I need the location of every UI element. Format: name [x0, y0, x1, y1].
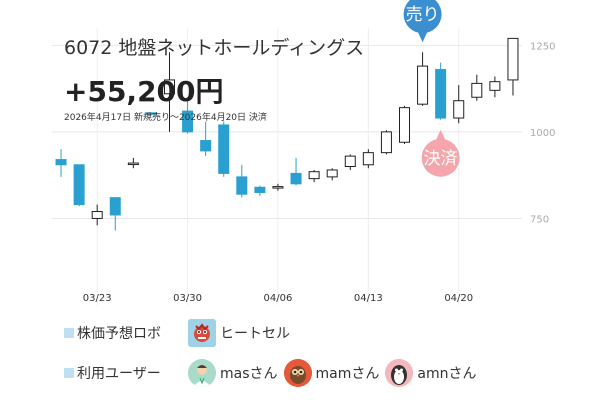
x-tick-label: 03/23 — [83, 293, 112, 304]
x-tick-label: 04/06 — [264, 293, 293, 304]
users-category: 利用ユーザー — [64, 363, 188, 383]
candle-body — [362, 152, 374, 166]
candle-body — [200, 140, 212, 152]
user-member[interactable]: masさん — [188, 359, 278, 387]
candle-body — [218, 124, 230, 174]
candle-body — [254, 186, 266, 193]
robot-label: 株価予想ロボ — [77, 326, 161, 342]
candle-body — [73, 164, 85, 206]
candle-body — [471, 82, 483, 98]
penguin-avatar-icon — [385, 359, 414, 387]
robot-name: ヒートセル — [220, 326, 290, 342]
candle-body — [182, 110, 194, 133]
candle-body — [145, 112, 157, 115]
candle-body — [236, 176, 248, 195]
profit-amount: +55,200円 — [64, 75, 224, 108]
sell-marker-badge — [403, 0, 442, 34]
candle-body — [489, 81, 501, 91]
settle-marker-label: 決済 — [424, 149, 458, 169]
trade-period: 2026年4月17日 新規売り～2026年4月20日 決済 — [64, 113, 267, 123]
candle-body — [109, 197, 121, 216]
user-name: mamさん — [315, 366, 380, 382]
candle-body — [290, 172, 302, 185]
x-tick-label: 03/30 — [173, 293, 202, 304]
user-member[interactable]: amnさん — [385, 359, 476, 387]
users-label: 利用ユーザー — [77, 366, 161, 382]
robot-category: 株価予想ロボ — [64, 323, 188, 343]
candle-body — [308, 171, 320, 180]
y-tick-label: 1000 — [530, 128, 555, 139]
robot-row: 株価予想ロボ ヒートセル — [64, 318, 296, 348]
chart-title: 6072 地盤ネットホールディングス — [64, 37, 365, 59]
candle-body — [417, 65, 429, 105]
candle-body — [507, 37, 519, 81]
doctor-avatar-icon — [188, 359, 216, 387]
settle-marker-badge — [421, 138, 460, 177]
y-tick-label: 750 — [530, 214, 549, 225]
users-row: 利用ユーザー masさん mamさん — [64, 358, 482, 388]
user-name: amnさん — [417, 366, 477, 382]
sell-marker-label: 売り — [406, 5, 440, 25]
candle-body — [453, 100, 465, 119]
candle-body — [435, 69, 447, 119]
owl-avatar-icon — [283, 359, 312, 387]
legend-square-icon — [64, 368, 74, 378]
candle-body — [399, 107, 410, 143]
robot-avatar-icon — [188, 319, 216, 347]
candle-body — [127, 162, 139, 166]
candle-body — [272, 186, 284, 189]
x-tick-label: 04/20 — [444, 293, 473, 304]
candle-body — [164, 79, 175, 95]
user-name: masさん — [220, 366, 278, 382]
user-member[interactable]: mamさん — [283, 359, 380, 387]
candle-body — [55, 159, 67, 166]
x-tick-label: 04/13 — [354, 293, 383, 304]
candle-body — [344, 155, 356, 168]
candle-body — [326, 169, 338, 178]
y-tick-label: 1250 — [530, 41, 555, 52]
legend-square-icon — [64, 328, 74, 338]
robot-member[interactable]: ヒートセル — [188, 319, 290, 347]
candle-body — [91, 211, 103, 219]
candle-body — [380, 131, 392, 154]
